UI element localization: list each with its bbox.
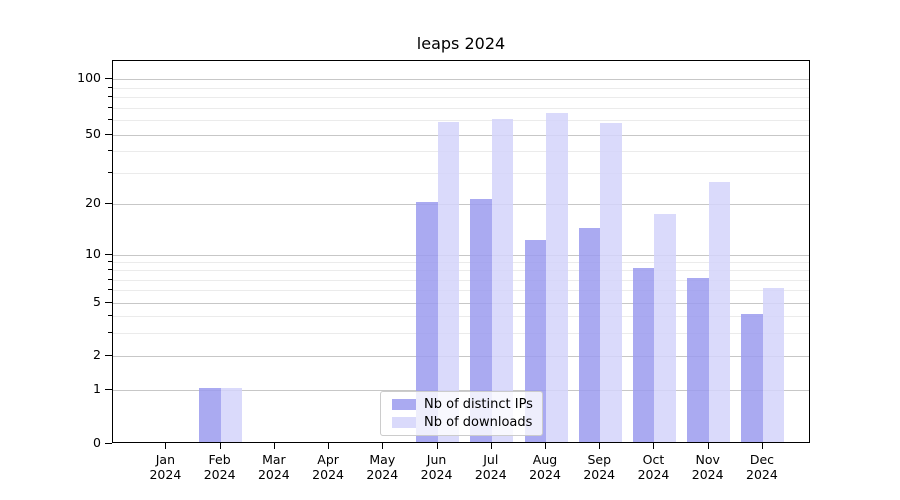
- gridline-minor-90: [113, 87, 809, 89]
- y-minortick-mark-90: [108, 86, 112, 88]
- x-tick-label-oct: Oct 2024: [637, 452, 670, 482]
- legend-label-downloads: Nb of downloads: [424, 415, 533, 430]
- legend-entry-downloads: Nb of downloads: [388, 415, 535, 430]
- gridline-major-100: [113, 79, 809, 81]
- x-tick-label-jun: Jun 2024: [420, 452, 453, 482]
- y-tick-mark-50: [105, 133, 112, 135]
- y-minortick-mark-9: [108, 261, 112, 263]
- y-tick-label-20: 20: [85, 195, 101, 211]
- gridline-minor-40: [113, 151, 809, 153]
- bar-downloads-sep: [600, 123, 622, 442]
- gridline-minor-30: [113, 173, 809, 175]
- bar-ips-dec: [741, 313, 763, 442]
- x-tick-label-mar: Mar 2024: [257, 452, 290, 482]
- x-tick-mark-apr: [328, 443, 330, 449]
- legend-label-distinct-ips: Nb of distinct IPs: [424, 397, 533, 412]
- legend-swatch-downloads-icon: [392, 417, 416, 428]
- gridline-minor-70: [113, 107, 809, 109]
- plot-area: [112, 60, 810, 443]
- y-tick-mark-5: [105, 302, 112, 303]
- gridline-major-20: [113, 204, 809, 206]
- gridline-minor-80: [113, 97, 809, 99]
- gridline-minor-9: [113, 262, 809, 264]
- gridline-minor-3: [113, 332, 809, 334]
- x-tick-label-jul: Jul 2024: [474, 452, 507, 482]
- bar-ips-oct: [632, 268, 655, 442]
- gridline-minor-8: [113, 270, 809, 272]
- bar-downloads-nov: [708, 182, 731, 442]
- x-tick-mark-nov: [707, 443, 709, 449]
- y-tick-mark-100: [105, 78, 112, 80]
- x-tick-mark-oct: [653, 443, 655, 449]
- gridline-major-1: [113, 390, 809, 391]
- x-tick-mark-jan: [165, 443, 167, 449]
- x-tick-mark-jun: [436, 443, 438, 449]
- chart-title: leaps 2024: [416, 34, 506, 53]
- x-tick-mark-sep: [599, 443, 601, 449]
- y-minortick-mark-60: [108, 118, 112, 120]
- gridline-major-2: [113, 356, 809, 357]
- x-tick-label-feb: Feb 2024: [203, 452, 236, 482]
- y-tick-label-2: 2: [93, 347, 101, 362]
- x-tick-label-nov: Nov 2024: [691, 452, 724, 482]
- bar-ips-feb: [199, 388, 221, 442]
- x-tick-mark-may: [382, 443, 384, 449]
- x-tick-mark-dec: [761, 443, 763, 449]
- y-tick-label-50: 50: [85, 125, 101, 141]
- bar-downloads-aug: [546, 112, 568, 442]
- y-minortick-mark-7: [108, 278, 112, 280]
- y-tick-mark-20: [105, 203, 112, 205]
- x-tick-mark-mar: [273, 443, 275, 449]
- bar-downloads-oct: [654, 214, 676, 442]
- y-tick-label-5: 5: [93, 294, 101, 309]
- y-tick-label-0: 0: [93, 435, 101, 450]
- x-tick-label-dec: Dec 2024: [746, 452, 778, 482]
- x-tick-label-jan: Jan 2024: [149, 452, 182, 482]
- bar-downloads-jun: [437, 122, 460, 442]
- y-minortick-mark-80: [108, 96, 112, 98]
- y-tick-mark-10: [105, 254, 112, 255]
- y-minortick-mark-40: [108, 150, 112, 152]
- bar-downloads-dec: [762, 288, 785, 442]
- x-tick-label-apr: Apr 2024: [312, 452, 344, 482]
- bar-ips-jul: [470, 198, 492, 442]
- y-tick-label-1: 1: [93, 381, 101, 396]
- gridline-minor-4: [113, 315, 809, 317]
- y-tick-mark-2: [105, 355, 112, 356]
- gridline-minor-60: [113, 119, 809, 121]
- y-tick-label-10: 10: [85, 246, 101, 261]
- legend-swatch-distinct-ips-icon: [392, 399, 416, 410]
- y-minortick-mark-4: [108, 314, 112, 316]
- x-tick-mark-feb: [219, 443, 221, 449]
- gridline-minor-6: [113, 290, 809, 292]
- y-tick-mark-1: [105, 389, 112, 390]
- y-tick-mark-0: [105, 443, 112, 444]
- gridline-minor-7: [113, 279, 809, 281]
- y-minortick-mark-3: [108, 331, 112, 333]
- y-minortick-mark-6: [108, 289, 112, 291]
- y-minortick-mark-30: [108, 172, 112, 174]
- x-tick-mark-jul: [490, 443, 492, 449]
- bar-downloads-feb: [220, 388, 243, 442]
- gridline-major-50: [113, 134, 809, 136]
- y-minortick-mark-8: [108, 269, 112, 271]
- x-tick-label-may: May 2024: [366, 452, 399, 482]
- y-tick-label-100: 100: [77, 70, 101, 86]
- bar-downloads-jul: [491, 119, 514, 442]
- gridline-major-5: [113, 303, 809, 304]
- bar-ips-jun: [416, 202, 438, 442]
- legend-entry-distinct-ips: Nb of distinct IPs: [388, 397, 535, 412]
- bar-ips-sep: [578, 228, 601, 442]
- legend: Nb of distinct IPs Nb of downloads: [380, 391, 543, 436]
- gridline-major-10: [113, 255, 809, 256]
- x-tick-mark-aug: [545, 443, 546, 449]
- y-minortick-mark-70: [108, 106, 112, 108]
- bar-ips-nov: [687, 277, 709, 442]
- x-tick-label-aug: Aug 2024: [529, 452, 561, 482]
- x-tick-label-sep: Sep 2024: [583, 452, 616, 482]
